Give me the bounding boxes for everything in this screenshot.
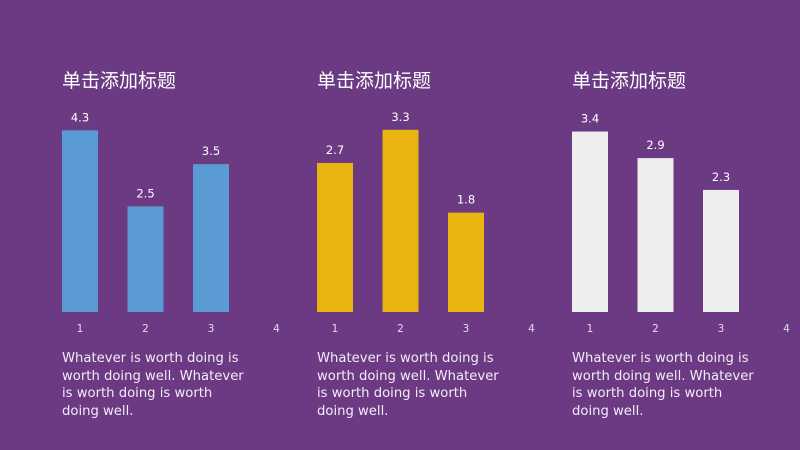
chart-title[interactable]: 单击添加标题 [572, 70, 687, 92]
data-label: 2.9 [646, 138, 664, 152]
bar-3 [448, 212, 484, 312]
x-tick-label: 3 [463, 323, 470, 335]
x-tick-label: 4 [528, 323, 535, 335]
chart-panel-2: 单击添加标题 2.7 1 3.3 2 1.8 3 4 Whatever is worth d… [317, 0, 557, 450]
bar-chart: 2.7 1 3.3 2 1.8 3 4 [317, 110, 535, 335]
x-tick-label: 1 [332, 323, 339, 335]
bar-chart: 3.4 1 2.9 2 2.3 3 4 [572, 112, 790, 335]
x-tick-label: 3 [718, 323, 725, 335]
bar-1 [572, 131, 608, 312]
bar-chart: 4.3 1 2.5 2 3.5 3 4 [62, 110, 280, 335]
x-tick-label: 2 [397, 323, 404, 335]
bar-2 [127, 206, 164, 312]
bar-1 [317, 162, 353, 312]
chart-panel-3: 单击添加标题 3.4 1 2.9 2 2.3 3 4 Whatever is worth d… [572, 0, 800, 450]
data-label: 1.8 [457, 193, 475, 207]
chart-description[interactable]: Whatever is worth doing is worth doing w… [572, 351, 754, 419]
x-tick-label: 4 [783, 323, 790, 335]
chart-title[interactable]: 单击添加标题 [317, 70, 432, 92]
data-label: 3.4 [581, 112, 599, 126]
chart-panel-1: 单击添加标题 4.3 1 2.5 2 3.5 3 4 Whatever is worth d… [62, 0, 302, 450]
chart-description[interactable]: Whatever is worth doing is worth doing w… [62, 351, 244, 419]
bar-1 [62, 130, 98, 312]
data-label: 2.5 [136, 186, 154, 200]
x-tick-label: 3 [208, 323, 215, 335]
bar-3 [193, 164, 229, 312]
bar-2 [637, 158, 674, 312]
data-label: 4.3 [71, 110, 89, 124]
x-tick-label: 2 [142, 323, 149, 335]
data-label: 3.3 [391, 110, 409, 124]
data-label: 2.3 [712, 170, 730, 184]
data-label: 2.7 [326, 143, 344, 157]
bar-2 [382, 129, 419, 312]
x-tick-label: 1 [587, 323, 594, 335]
x-tick-label: 2 [652, 323, 659, 335]
chart-description[interactable]: Whatever is worth doing is worth doing w… [317, 351, 499, 419]
bar-3 [703, 189, 739, 312]
x-tick-label: 4 [273, 323, 280, 335]
chart-title[interactable]: 单击添加标题 [62, 70, 177, 92]
data-label: 3.5 [202, 144, 220, 158]
x-tick-label: 1 [77, 323, 84, 335]
